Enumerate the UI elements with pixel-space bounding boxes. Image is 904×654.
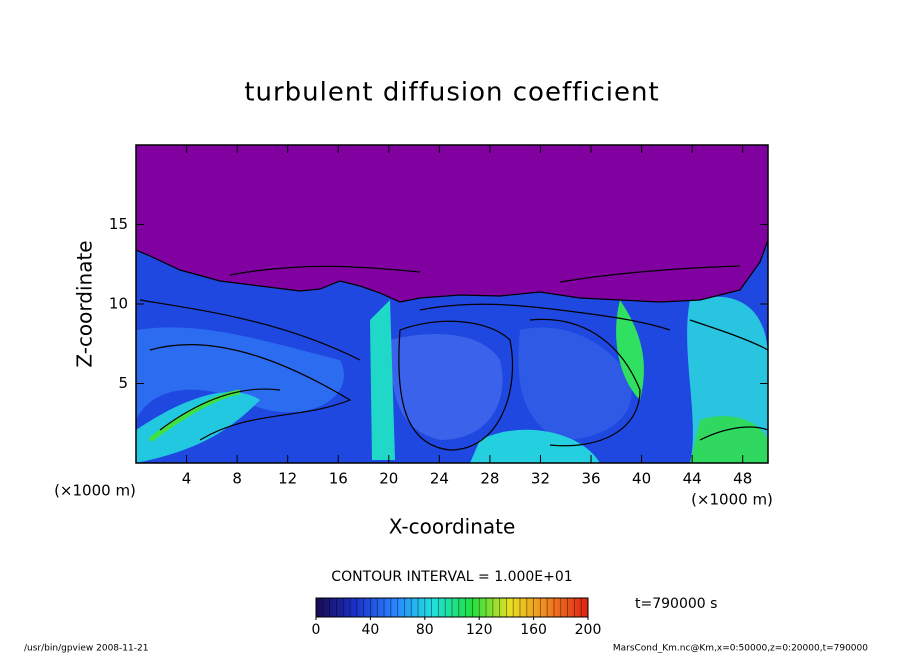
x-tick-label: 20 <box>379 470 398 488</box>
colorbar-tick-label: 160 <box>520 622 547 638</box>
x-tick-label: 28 <box>480 470 499 488</box>
footer-right: MarsCond_Km.nc@Km,x=0:50000,z=0:20000,t=… <box>613 644 868 654</box>
time-label: t=790000 s <box>635 596 717 612</box>
x-tick-label: 8 <box>232 470 242 488</box>
x-tick-label: 12 <box>278 470 297 488</box>
x-tick-label: 48 <box>733 470 752 488</box>
y-axis-label: Z-coordinate <box>73 240 97 367</box>
y-unit-label: (×1000 m) <box>691 491 773 509</box>
x-unit-label: (×1000 m) <box>54 482 136 500</box>
colorbar-tick-label: 200 <box>575 622 602 638</box>
x-tick-label: 32 <box>531 470 550 488</box>
x-tick-label: 16 <box>329 470 348 488</box>
colorbar-tick-label: 0 <box>312 622 321 638</box>
colorbar-tick-label: 80 <box>416 622 434 638</box>
x-tick-label: 24 <box>430 470 449 488</box>
y-tick-label: 15 <box>109 215 128 233</box>
footer-left: /usr/bin/gpview 2008-11-21 <box>24 644 148 654</box>
colorbar-tick-label: 40 <box>361 622 379 638</box>
x-axis-label: X-coordinate <box>389 515 516 539</box>
y-tick-label: 5 <box>118 374 128 392</box>
y-tick-label: 10 <box>109 295 128 313</box>
contour-interval: CONTOUR INTERVAL = 1.000E+01 <box>331 569 572 585</box>
x-tick-label: 40 <box>632 470 651 488</box>
contour-field <box>136 145 768 463</box>
x-tick-label: 36 <box>581 470 600 488</box>
x-tick-label: 44 <box>683 470 702 488</box>
colorbar-tick-label: 120 <box>466 622 493 638</box>
chart-title: turbulent diffusion coefficient <box>244 78 659 108</box>
x-tick-label: 4 <box>182 470 192 488</box>
